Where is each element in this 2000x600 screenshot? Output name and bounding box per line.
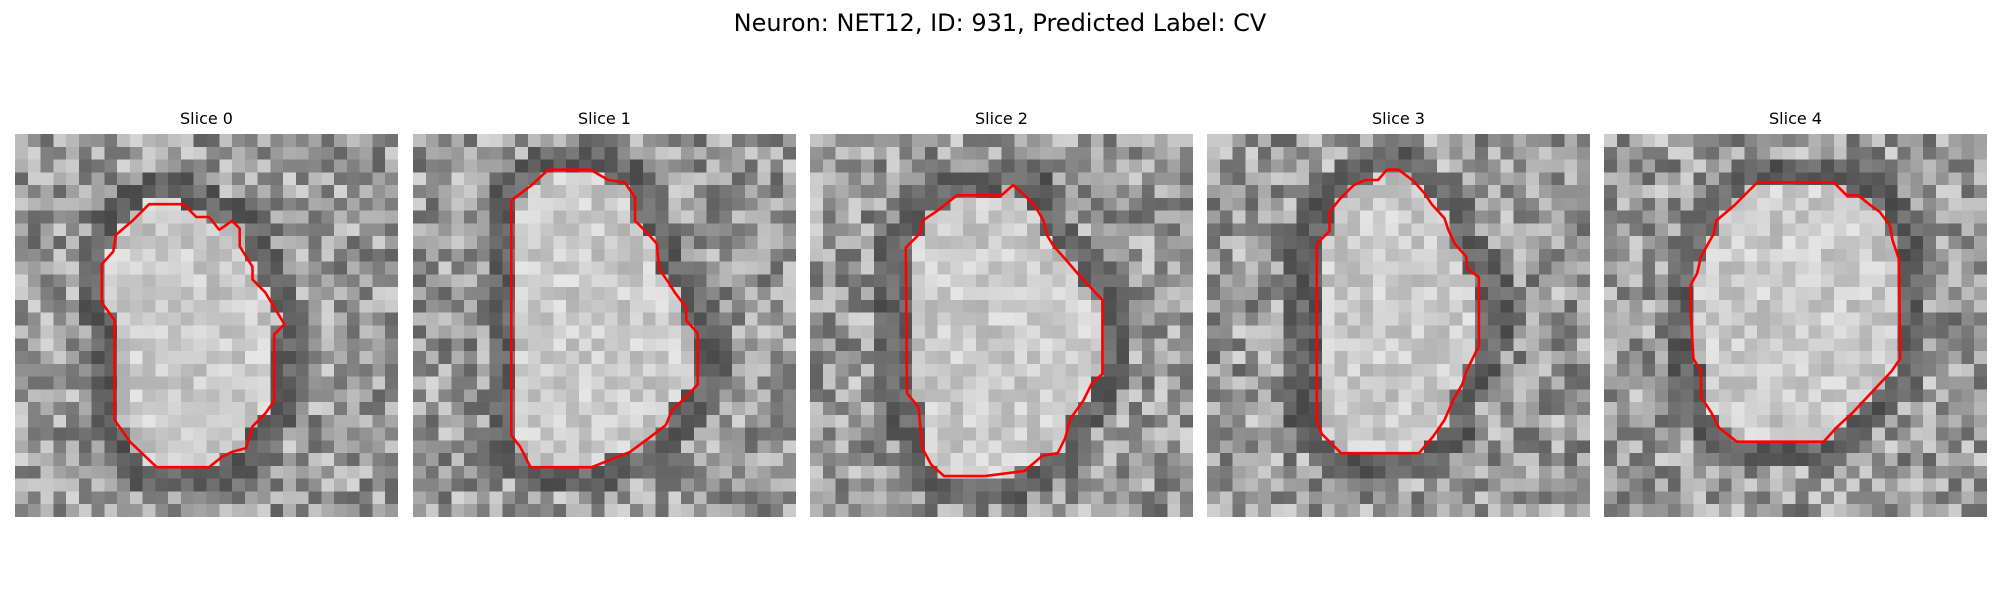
neuron-contour <box>1689 181 1902 444</box>
grayscale-image <box>15 134 398 517</box>
slice-panel-3: Slice 3 <box>1207 0 1590 600</box>
slice-image <box>413 134 796 517</box>
slice-title: Slice 4 <box>1769 109 1822 128</box>
slice-title: Slice 0 <box>180 109 233 128</box>
slice-title: Slice 2 <box>975 109 1028 128</box>
slice-image <box>1604 134 1987 517</box>
neuron-contour <box>904 183 1104 478</box>
neuron-contour <box>100 202 286 469</box>
grayscale-image <box>810 134 1193 517</box>
slice-image <box>1207 134 1590 517</box>
neuron-contour <box>510 168 700 469</box>
slice-panel-1: Slice 1 <box>413 0 796 600</box>
grayscale-image <box>1207 134 1590 517</box>
slice-panel-2: Slice 2 <box>810 0 1193 600</box>
slice-panel-0: Slice 0 <box>15 0 398 600</box>
grayscale-image <box>413 134 796 517</box>
neuron-contour <box>1315 168 1481 455</box>
slice-title: Slice 1 <box>578 109 631 128</box>
slice-title: Slice 3 <box>1372 109 1425 128</box>
figure-title: Neuron: NET12, ID: 931, Predicted Label:… <box>733 9 1267 37</box>
slice-image <box>810 134 1193 517</box>
slice-panel-4: Slice 4 <box>1604 0 1987 600</box>
grayscale-image <box>1604 134 1987 517</box>
slice-image <box>15 134 398 517</box>
